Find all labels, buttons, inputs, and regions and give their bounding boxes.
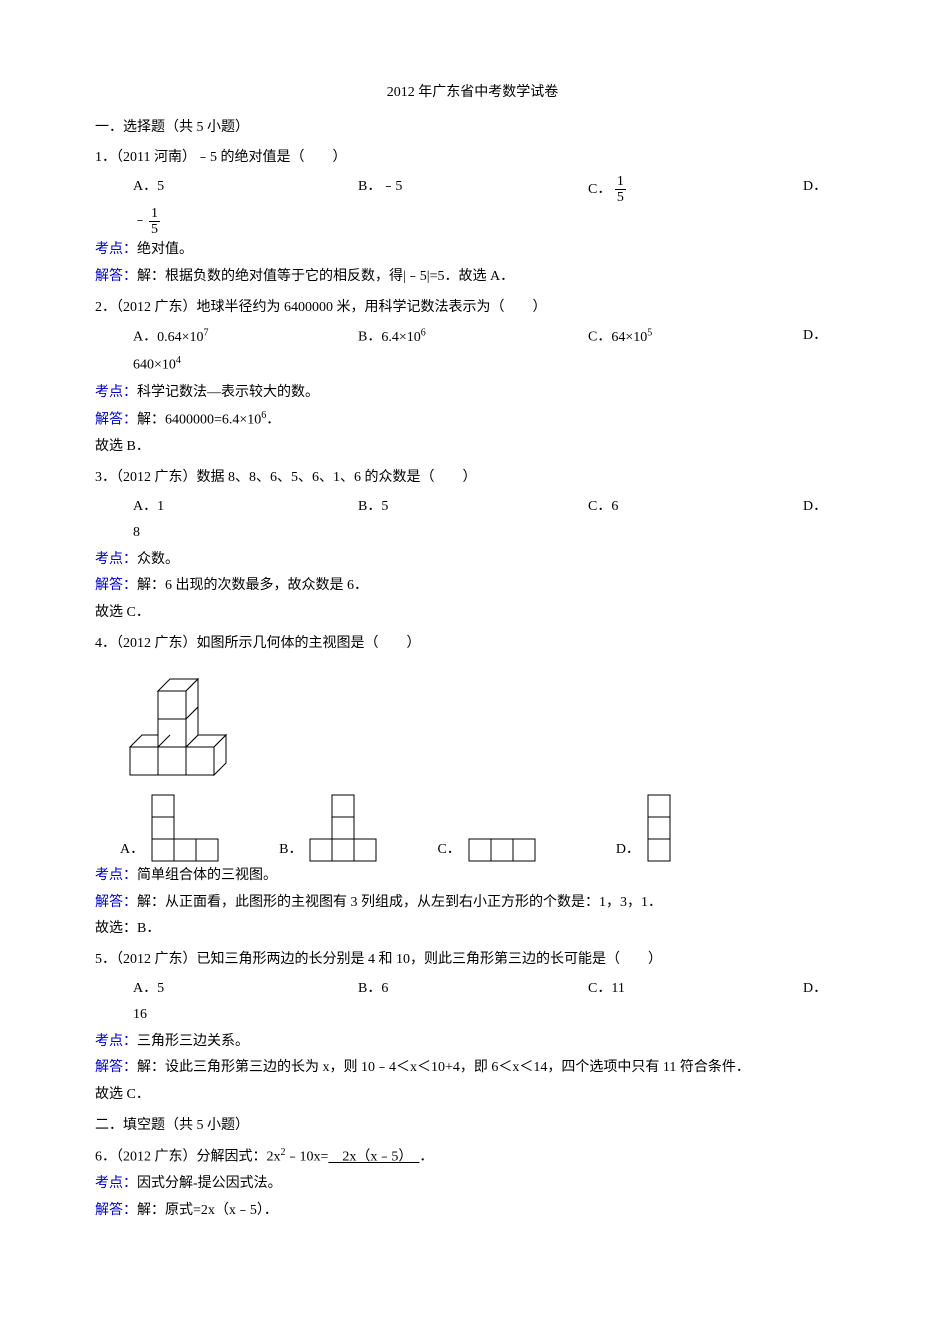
q1-a-label: A． [133,179,157,194]
q1-b-val: ﹣5 [381,179,402,194]
section2-header: 二．填空题（共 5 小题） [95,1113,850,1140]
q5-kaodian: 考点：三角形三边关系。 [95,1029,850,1056]
q4-option-c: C． [437,837,536,864]
q4-options-row: A． B． C． [95,793,850,863]
q1-options: A．5 B．﹣5 C． 15 D． [95,174,850,206]
q6-stem: 6．（2012 广东）分解因式：2x2﹣10x= 2x（x﹣5） ． [95,1143,850,1171]
page-title: 2012 年广东省中考数学试卷 [95,80,850,107]
q1-jieda: 解答：解：根据负数的绝对值等于它的相反数，得|﹣5|=5．故选 A． [95,264,850,291]
q6-jieda: 解答：解：原式=2x（x﹣5）． [95,1198,850,1225]
q2-a-label: A． [133,330,157,345]
q1-c-frac: 15 [615,174,626,206]
q4-option-b: B． [279,793,378,863]
q1-a-val: 5 [157,179,164,194]
q2-b-val: 6.4×106 [381,330,425,345]
q2-kaodian: 考点：科学记数法—表示较大的数。 [95,380,850,407]
q2-jieda: 解答：解：6400000=6.4×106． [95,406,850,434]
section1-header: 一．选择题（共 5 小题） [95,115,850,142]
q3-stem: 3．（2012 广东）数据 8、8、6、5、6、1、6 的众数是（ ） [95,465,850,492]
q4-kaodian: 考点：简单组合体的三视图。 [95,863,850,890]
q3-jieda: 解答：解：6 出现的次数最多，故众数是 6． [95,573,850,600]
q5-options: A．5 B．6 C．11 D． [95,976,850,1003]
q4-isometric-figure [120,667,850,787]
q4-fig-a [150,793,220,863]
q5-stem: 5．（2012 广东）已知三角形两边的长分别是 4 和 10，则此三角形第三边的… [95,947,850,974]
q5-d-val: 16 [95,1002,850,1029]
q1-b-label: B． [358,179,381,194]
q4-fig-c [467,837,537,863]
q2-a-val: 0.64×107 [157,330,208,345]
q4-stem: 4．（2012 广东）如图所示几何体的主视图是（ ） [95,631,850,658]
q4-option-d: D． [616,793,672,863]
q5-jieda: 解答：解：设此三角形第三边的长为 x，则 10﹣4＜x＜10+4，即 6＜x＜1… [95,1055,850,1082]
q4-option-a: A． [120,793,220,863]
q1-kaodian: 考点：绝对值。 [95,237,850,264]
q5-conclusion: 故选 C． [95,1082,850,1109]
q2-options: A．0.64×107 B．6.4×106 C．64×105 D． [95,323,850,351]
q1-c-label: C． [588,182,611,197]
q2-c-val: 64×105 [611,330,652,345]
q2-d-val: 640×104 [95,351,850,379]
q3-d-val: 8 [95,520,850,547]
q2-b-label: B． [358,330,381,345]
q4-fig-b [308,793,378,863]
q3-kaodian: 考点：众数。 [95,547,850,574]
q2-conclusion: 故选 B． [95,434,850,461]
q1-stem: 1．（2011 河南）﹣5 的绝对值是（ ） [95,145,850,172]
q3-b-label: B． [358,499,381,514]
q3-c-label: C． [588,499,611,514]
q6-kaodian: 考点：因式分解-提公因式法。 [95,1171,850,1198]
q2-c-label: C． [588,330,611,345]
q1-d-val: ﹣15 [95,206,850,238]
q3-conclusion: 故选 C． [95,600,850,627]
q4-jieda: 解答：解：从正面看，此图形的主视图有 3 列组成，从左到右小正方形的个数是：1，… [95,890,850,917]
q1-d-label: D． [803,179,827,194]
q3-d-label: D． [803,499,827,514]
q3-options: A．1 B．5 C．6 D． [95,494,850,521]
q4-fig-d [646,793,672,863]
q2-stem: 2．（2012 广东）地球半径约为 6400000 米，用科学记数法表示为（ ） [95,295,850,322]
q3-a-label: A． [133,499,157,514]
q2-d-label: D． [803,328,827,343]
q6-answer: 2x（x﹣5） [328,1150,419,1165]
q4-conclusion: 故选：B． [95,916,850,943]
